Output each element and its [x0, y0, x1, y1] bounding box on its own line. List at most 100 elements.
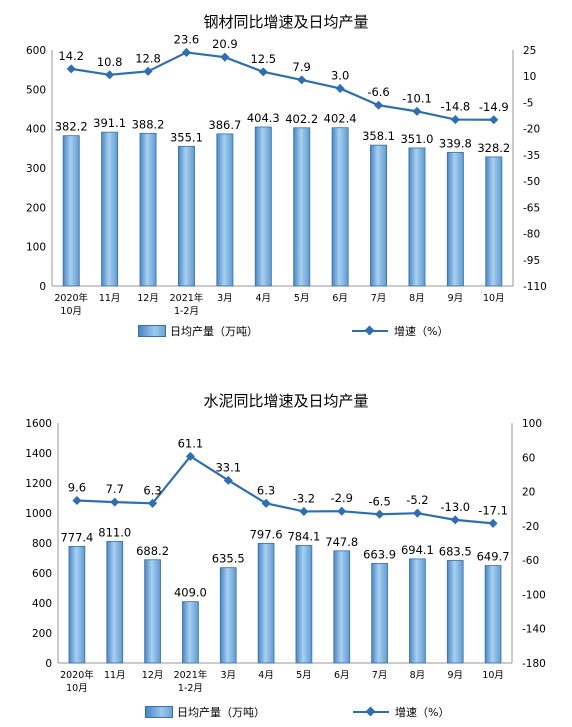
- bar: [257, 542, 275, 664]
- steel-chart: 钢材同比增速及日均产量 0 100 200 300 400 500 600 -110 -95 -8…: [0, 0, 572, 345]
- steel-chart-svg: 0 100 200 300 400 500 600 -110 -95 -80 -65 -50 -35 -2…: [26, 32, 547, 317]
- bar: [408, 147, 426, 287]
- line-value-label: 7.7: [106, 482, 124, 496]
- legend-bar-item: 日均产量（万吨）: [145, 704, 265, 720]
- line-point: [105, 70, 115, 80]
- line-value-label: 10.8: [97, 55, 123, 69]
- line-value-label: 9.6: [68, 480, 86, 494]
- y-right-tick-label: 10: [523, 71, 536, 83]
- line-point: [143, 66, 153, 76]
- legend-bar-swatch: [145, 706, 173, 718]
- legend-bar-label: 日均产量（万吨）: [170, 325, 258, 338]
- line-value-label: 14.2: [58, 49, 84, 63]
- x-tick-label: 6月: [332, 293, 348, 304]
- line-point: [337, 506, 347, 516]
- line-point: [297, 75, 307, 85]
- bar-value-label: 339.8: [439, 136, 472, 150]
- x-tick-label: 9月: [447, 670, 463, 681]
- bar: [485, 156, 503, 287]
- bar: [177, 145, 195, 287]
- y-right-tick-label: 60: [522, 452, 535, 464]
- line-value-label: 20.9: [212, 37, 238, 51]
- x-tick-label: 4月: [256, 293, 272, 304]
- line-value-label: 61.1: [178, 436, 204, 450]
- bar-value-label: 784.1: [287, 529, 320, 543]
- bar: [68, 545, 86, 664]
- bar-value-label: 355.1: [170, 130, 203, 144]
- y-left-tick-label: 1600: [25, 418, 52, 430]
- line-value-label: -5.2: [406, 493, 428, 507]
- x-tick-label: 5月: [296, 670, 312, 681]
- line-point: [181, 47, 191, 57]
- bar-value-label: 811.0: [98, 525, 131, 539]
- line-value-label: -6.6: [367, 85, 389, 99]
- y-left-tick-label: 100: [26, 242, 46, 254]
- line-value-label: 6.3: [257, 483, 275, 497]
- x-tick-label: 3月: [217, 293, 233, 304]
- x-tick-label: 11月: [104, 670, 126, 681]
- line-value-label: 12.5: [250, 52, 276, 66]
- legend-bar-swatch: [138, 325, 166, 337]
- bar: [293, 127, 311, 287]
- cement-chart: 水泥同比增速及日均产量 0 200 400 600 800 1000 1200 1400 160…: [0, 380, 572, 727]
- y-left-tick-label: 300: [26, 163, 46, 175]
- line-point: [110, 497, 120, 507]
- bar-value-label: 402.4: [324, 112, 357, 126]
- y-right-tick-label: -5: [523, 97, 533, 109]
- bar-value-label: 635.5: [212, 552, 245, 566]
- bar-value-label: 409.0: [174, 586, 207, 600]
- bar: [446, 560, 464, 664]
- x-tick-label: 8月: [410, 670, 426, 681]
- line-value-label: -3.2: [293, 491, 315, 505]
- line-value-label: -13.0: [440, 500, 470, 514]
- bar-value-label: 358.1: [362, 129, 395, 143]
- y-right-tick-label: -35: [523, 150, 540, 162]
- line-value-label: 33.1: [215, 460, 241, 474]
- line-point: [185, 451, 195, 461]
- line-point: [258, 67, 268, 77]
- legend-line-label: 增速（%）: [394, 325, 449, 338]
- x-tick-label: 2020年: [54, 292, 88, 304]
- bar: [371, 563, 388, 664]
- bar: [144, 559, 161, 664]
- bar-value-label: 683.5: [439, 544, 472, 558]
- chart-title: 水泥同比增速及日均产量: [203, 392, 369, 410]
- bar: [139, 132, 157, 287]
- line-value-label: 7.9: [293, 60, 311, 74]
- y-left-tick-label: 1000: [25, 508, 52, 520]
- legend-line-swatch: [353, 707, 389, 717]
- y-right-tick-label: -95: [523, 255, 540, 267]
- legend-line-item: 增速（%）: [352, 323, 448, 339]
- legend-bar-label: 日均产量（万吨）: [177, 706, 265, 719]
- x-tick-label: 1-2月: [178, 683, 203, 694]
- bar: [446, 151, 464, 287]
- y-right-tick-label: -80: [523, 229, 540, 241]
- y-right-tick-label: -50: [523, 176, 540, 188]
- y-right-tick-label: -110: [523, 281, 547, 293]
- y-right-tick-label: -65: [523, 202, 540, 214]
- bar-value-label: 747.8: [325, 535, 358, 549]
- y-left-tick-label: 500: [26, 84, 46, 96]
- y-left-tick-label: 0: [45, 658, 52, 670]
- x-tick-label: 12月: [137, 293, 159, 304]
- chart-title: 钢材同比增速及日均产量: [203, 13, 369, 31]
- bar: [409, 558, 426, 664]
- line-point: [450, 515, 460, 525]
- legend-line-swatch: [352, 326, 388, 336]
- y-left-tick-label: 600: [26, 45, 46, 57]
- x-tick-label: 10月: [483, 293, 505, 304]
- y-right-tick-label: -20: [523, 124, 540, 136]
- growth-line: [76, 454, 494, 525]
- y-left-tick-label: 400: [32, 598, 52, 610]
- bar-value-label: 663.9: [363, 547, 396, 561]
- line-point: [220, 52, 230, 62]
- bar-value-label: 797.6: [250, 527, 283, 541]
- line-value-label: -14.9: [479, 100, 509, 114]
- line-value-label: -17.1: [478, 503, 508, 517]
- y-left-tick-label: 200: [26, 202, 46, 214]
- line-point: [335, 83, 345, 93]
- bar-value-label: 777.4: [60, 530, 93, 544]
- line-value-label: -10.1: [402, 91, 432, 105]
- x-tick-label: 8月: [409, 293, 425, 304]
- bar-value-label: 388.2: [132, 117, 165, 131]
